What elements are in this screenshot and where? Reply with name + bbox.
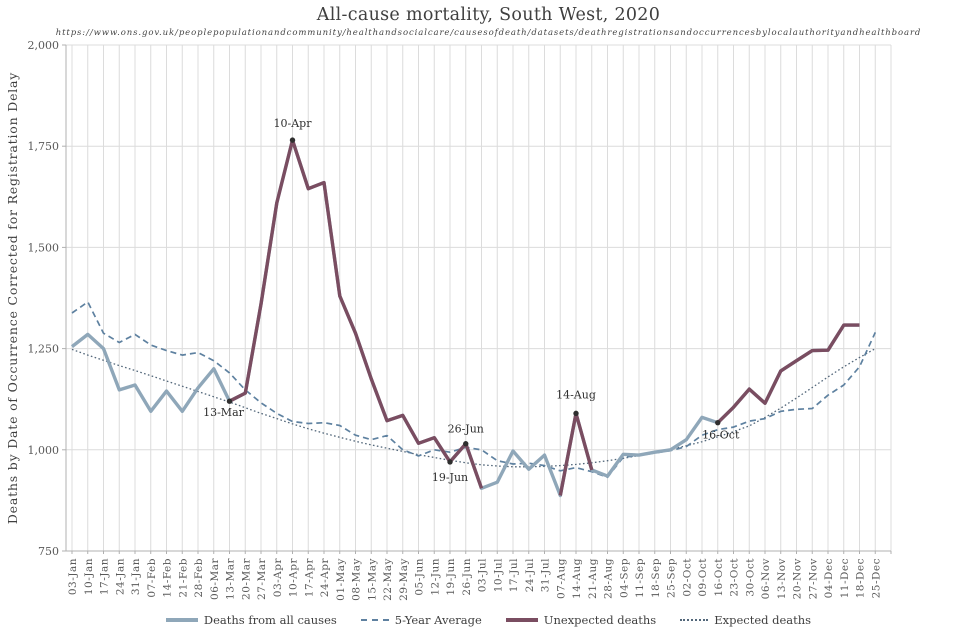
svg-text:05-Jun: 05-Jun [414, 558, 426, 596]
svg-text:13-Nov: 13-Nov [776, 558, 788, 599]
legend-label: Expected deaths [714, 613, 812, 627]
svg-text:04-Dec: 04-Dec [823, 558, 835, 598]
legend-label: Unexpected deaths [543, 613, 657, 627]
annotation-dot-13-Mar [226, 398, 233, 404]
svg-text:22-May: 22-May [382, 558, 394, 601]
svg-text:06-Mar: 06-Mar [209, 558, 221, 600]
series-expected-deaths-line [71, 348, 876, 468]
annotation-dot-10-Apr [289, 137, 296, 143]
svg-text:750: 750 [38, 545, 59, 558]
gridlines [66, 44, 892, 552]
series-5-year-average-line [71, 301, 877, 479]
svg-text:10-Jan: 10-Jan [83, 558, 95, 595]
svg-text:14-Feb: 14-Feb [162, 558, 174, 598]
svg-text:27-Mar: 27-Mar [256, 558, 268, 600]
svg-text:13-Mar: 13-Mar [225, 558, 237, 600]
svg-text:03-Apr: 03-Apr [272, 558, 284, 598]
svg-text:24-Jan: 24-Jan [114, 558, 126, 595]
svg-text:06-Nov: 06-Nov [760, 558, 772, 599]
svg-text:07-Aug: 07-Aug [555, 558, 567, 599]
svg-text:31-Jul: 31-Jul [540, 558, 552, 592]
svg-text:1,250: 1,250 [28, 343, 60, 356]
legend-item-deaths-from-all-causes: Deaths from all causes [165, 613, 337, 627]
svg-text:28-Aug: 28-Aug [603, 558, 615, 599]
svg-text:16-Oct: 16-Oct [713, 558, 725, 597]
svg-text:10-Jul: 10-Jul [492, 558, 504, 592]
legend-item-5-year-average: 5-Year Average [360, 613, 482, 627]
svg-text:18-Sep: 18-Sep [650, 558, 662, 598]
svg-text:23-Oct: 23-Oct [729, 558, 741, 597]
svg-text:11-Dec: 11-Dec [839, 558, 851, 598]
svg-text:25-Dec: 25-Dec [870, 558, 882, 598]
svg-text:1,500: 1,500 [28, 241, 60, 254]
svg-text:18-Dec: 18-Dec [855, 558, 867, 598]
chart-title: All-cause mortality, South West, 2020 [316, 5, 661, 25]
svg-text:01-May: 01-May [335, 558, 347, 601]
svg-text:08-May: 08-May [351, 558, 363, 601]
annotation-label-16-Oct: 16-Oct [702, 429, 740, 442]
annotation-dot-26-Jun [463, 441, 469, 447]
svg-text:10-Apr: 10-Apr [288, 558, 300, 598]
legend-line-sample-solid-maroon [505, 618, 538, 622]
svg-text:24-Apr: 24-Apr [319, 558, 331, 598]
svg-text:03-Jan: 03-Jan [67, 558, 79, 595]
annotation-dot-19-Jun [447, 459, 453, 465]
legend-label: Deaths from all causes [203, 613, 337, 627]
legend-line-sample-dotted [680, 619, 709, 621]
svg-text:2,000: 2,000 [28, 39, 60, 52]
svg-text:07-Feb: 07-Feb [146, 558, 158, 598]
y-axis-labels: 750 1,000 1,250 1,500 1,750 2,000 [28, 39, 60, 558]
svg-text:30-Oct: 30-Oct [744, 558, 756, 597]
chart-subtitle-url: https://www.ons.gov.uk/peoplepopulationa… [55, 28, 922, 38]
svg-text:09-Oct: 09-Oct [697, 558, 709, 597]
svg-text:03-Jul: 03-Jul [477, 558, 489, 592]
svg-text:04-Sep: 04-Sep [618, 558, 630, 598]
svg-text:11-Sep: 11-Sep [634, 558, 646, 598]
annotation-dot-16-Oct [715, 419, 721, 426]
svg-text:21-Feb: 21-Feb [177, 558, 189, 598]
annotation-label-19-Jun: 19-Jun [432, 471, 468, 484]
svg-text:21-Aug: 21-Aug [587, 558, 599, 599]
svg-text:29-May: 29-May [398, 558, 410, 601]
svg-text:26-Jun: 26-Jun [461, 558, 473, 596]
annotation-dot-14-Aug [573, 410, 579, 417]
annotation-label-14-Aug: 14-Aug [556, 388, 596, 401]
legend-line-sample-solid [165, 618, 198, 622]
axes [62, 44, 892, 554]
svg-text:20-Nov: 20-Nov [792, 558, 804, 599]
svg-text:1,750: 1,750 [28, 140, 60, 153]
annotation-label-13-Mar: 13-Mar [203, 406, 245, 419]
svg-text:02-Oct: 02-Oct [681, 558, 693, 597]
svg-text:19-Jun: 19-Jun [445, 558, 457, 596]
svg-text:14-Aug: 14-Aug [571, 558, 583, 599]
svg-text:12-Jun: 12-Jun [429, 558, 441, 596]
legend-item-expected-deaths: Expected deaths [680, 613, 811, 627]
annotation-label-26-Jun: 26-Jun [448, 423, 484, 436]
legend: Deaths from all causes 5-Year Average Un… [0, 613, 977, 627]
annotation-label-10-Apr: 10-Apr [274, 117, 313, 130]
svg-text:27-Nov: 27-Nov [807, 558, 819, 599]
svg-text:20-Mar: 20-Mar [240, 558, 252, 600]
svg-text:24-Jul: 24-Jul [524, 558, 536, 592]
svg-text:15-May: 15-May [366, 558, 378, 601]
annotations: 13-Mar 10-Apr 19-Jun 26-Jun 14-Aug 16-Oct [203, 117, 740, 484]
svg-text:17-Apr: 17-Apr [303, 558, 315, 598]
legend-item-unexpected-deaths: Unexpected deaths [505, 613, 657, 627]
svg-text:1,000: 1,000 [28, 444, 60, 457]
svg-text:17-Jul: 17-Jul [508, 558, 520, 592]
legend-line-sample-dashed [360, 619, 389, 621]
svg-text:17-Jan: 17-Jan [99, 558, 111, 595]
svg-text:28-Feb: 28-Feb [193, 558, 205, 598]
svg-text:31-Jan: 31-Jan [130, 558, 142, 595]
x-axis-labels: 03-Jan 10-Jan 17-Jan 24-Jan 31-Jan 07-Feb 14-F… [67, 558, 882, 601]
legend-label: 5-Year Average [394, 613, 482, 627]
y-axis-title: Deaths by Date of Occurrence Corrected f… [5, 72, 20, 524]
svg-text:25-Sep: 25-Sep [666, 558, 678, 598]
